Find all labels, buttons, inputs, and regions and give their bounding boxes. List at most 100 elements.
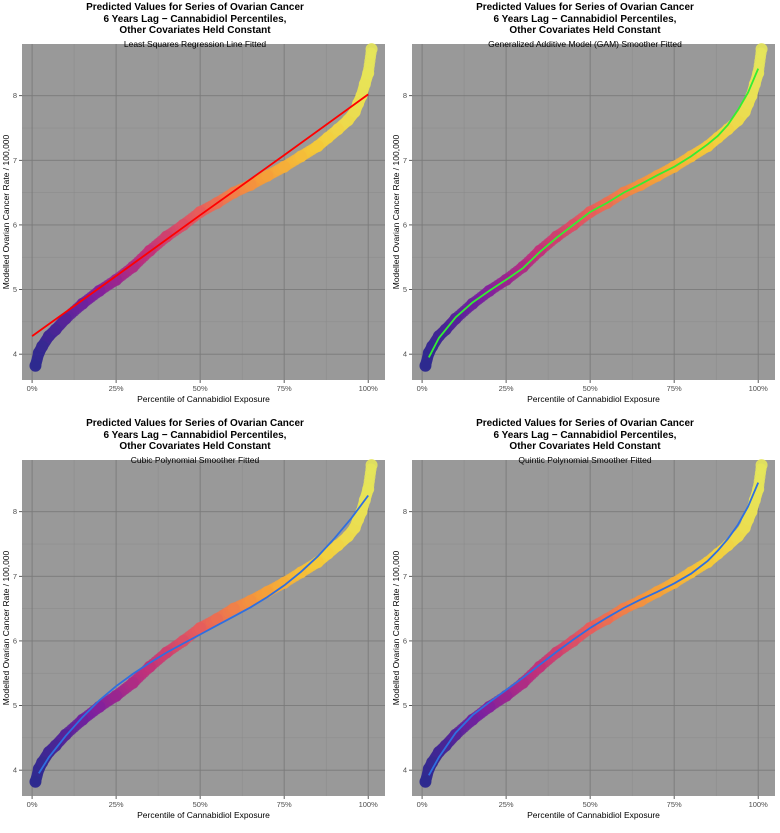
x-tick-label: 0% <box>27 384 38 393</box>
data-point <box>342 114 355 127</box>
data-point <box>701 140 714 153</box>
y-tick-label: 7 <box>13 156 17 165</box>
x-tick-label: 50% <box>583 800 598 809</box>
data-point <box>93 284 106 297</box>
minor-grid <box>22 44 385 380</box>
data-points <box>29 43 378 372</box>
chart-title-block: Predicted Values for Series of Ovarian C… <box>390 418 780 466</box>
data-point <box>752 483 765 496</box>
data-point <box>244 178 257 191</box>
chart-title-line-2: 6 Years Lag − Cannabidiol Percentiles, <box>103 429 287 441</box>
data-points <box>29 459 378 788</box>
data-point <box>311 140 324 153</box>
chart-svg: 0% 25% 50% 75% 100% 4 5 6 7 8 Percentile of Cannab… <box>1 459 385 820</box>
chart-panel-cubic: 0% 25% 50% 75% 100% 4 5 6 7 8 Percentile of Cannab… <box>0 416 390 832</box>
data-point <box>29 775 42 788</box>
data-point <box>126 260 139 273</box>
x-tick-label: 75% <box>667 384 682 393</box>
minor-grid <box>22 460 385 796</box>
x-tick-label: 100% <box>749 384 769 393</box>
x-tick-label: 100% <box>749 800 769 809</box>
data-point <box>244 594 257 607</box>
chart-title-block: Predicted Values for Series of Ovarian C… <box>390 2 780 50</box>
data-point <box>311 556 324 569</box>
x-tick-label: 0% <box>27 800 38 809</box>
y-tick-label: 6 <box>13 636 17 645</box>
x-axis-label: Percentile of Cannabidiol Exposure <box>527 394 660 404</box>
y-tick-label: 5 <box>13 285 17 294</box>
chart-title-line-1: Predicted Values for Series of Ovarian C… <box>476 418 694 429</box>
data-point <box>711 547 724 560</box>
y-tick-label: 7 <box>13 572 17 581</box>
data-point <box>342 530 355 543</box>
y-tick-label: 4 <box>403 350 407 359</box>
data-point <box>261 169 274 182</box>
data-point <box>177 634 190 647</box>
y-tick-label: 5 <box>13 701 17 710</box>
x-tick-label: 75% <box>277 800 292 809</box>
data-point <box>732 114 745 127</box>
x-tick-label: 0% <box>417 384 428 393</box>
chart-panel-quintic: 0% 25% 50% 75% 100% 4 5 6 7 8 Percentile of Cannab… <box>390 416 780 832</box>
axes: 0% 25% 50% 75% 100% 4 5 6 7 8 Percentile of Cannab… <box>391 91 768 404</box>
x-tick-label: 25% <box>109 800 124 809</box>
y-tick-label: 8 <box>13 507 17 516</box>
chart-title-line-3: Other Covariates Held Constant <box>509 441 661 452</box>
x-tick-label: 75% <box>277 384 292 393</box>
y-tick-label: 4 <box>403 766 407 775</box>
major-grid <box>22 460 385 796</box>
y-tick-label: 8 <box>403 507 407 516</box>
data-point <box>358 78 371 91</box>
data-point <box>745 505 758 518</box>
y-tick-label: 7 <box>403 156 407 165</box>
chart-title-line-1: Predicted Values for Series of Ovarian C… <box>476 2 694 13</box>
data-point <box>755 43 768 56</box>
data-point <box>36 756 49 769</box>
x-tick-label: 0% <box>417 800 428 809</box>
data-point <box>160 230 173 243</box>
y-tick-label: 8 <box>403 91 407 100</box>
data-point <box>110 689 123 702</box>
data-point <box>177 218 190 231</box>
data-point <box>466 713 479 726</box>
data-point <box>210 612 223 625</box>
data-point <box>331 123 344 136</box>
chart-panel-ls: 0% 25% 50% 75% 100% 4 5 6 7 8 Percentile of Cannab… <box>0 0 390 416</box>
data-point <box>533 660 546 673</box>
chart-svg: 0% 25% 50% 75% 100% 4 5 6 7 8 Percentile of Cannab… <box>1 43 385 404</box>
y-tick-label: 4 <box>13 766 17 775</box>
fit-line <box>31 93 369 337</box>
data-point <box>500 689 513 702</box>
data-point <box>732 530 745 543</box>
data-point <box>278 576 291 589</box>
x-axis-label: Percentile of Cannabidiol Exposure <box>527 810 660 820</box>
chart-subtitle: Cubic Polynomial Smoother Fitted <box>130 454 260 465</box>
data-point <box>49 739 62 752</box>
chart-title-block: Predicted Values for Series of Ovarian C… <box>0 418 390 466</box>
chart-title-line-3: Other Covariates Held Constant <box>509 25 661 36</box>
x-tick-label: 25% <box>499 800 514 809</box>
data-point <box>76 297 89 310</box>
chart-title-line-2: 6 Years Lag − Cannabidiol Percentiles, <box>493 13 677 25</box>
chart-title-line-1: Predicted Values for Series of Ovarian C… <box>86 2 304 13</box>
data-point <box>365 459 378 472</box>
data-point <box>362 483 375 496</box>
data-point <box>721 123 734 136</box>
x-axis-label: Percentile of Cannabidiol Exposure <box>137 394 270 404</box>
data-point <box>321 131 334 144</box>
data-point <box>29 359 42 372</box>
x-tick-label: 25% <box>499 384 514 393</box>
axes: 0% 25% 50% 75% 100% 4 5 6 7 8 Percentile of Cannab… <box>391 507 768 820</box>
chart-title-block: Predicted Values for Series of Ovarian C… <box>0 2 390 50</box>
data-point <box>36 340 49 353</box>
data-point <box>365 43 378 56</box>
x-tick-label: 50% <box>193 800 208 809</box>
data-point <box>294 150 307 163</box>
data-point <box>331 539 344 552</box>
x-tick-label: 25% <box>109 384 124 393</box>
y-axis-label: Modelled Ovarian Cancer Rate / 100,000 <box>1 550 11 705</box>
chart-panel-gam: 0% 25% 50% 75% 100% 4 5 6 7 8 Percentile of Cannab… <box>390 0 780 416</box>
data-point <box>755 459 768 472</box>
data-point <box>143 660 156 673</box>
data-point <box>194 622 207 634</box>
